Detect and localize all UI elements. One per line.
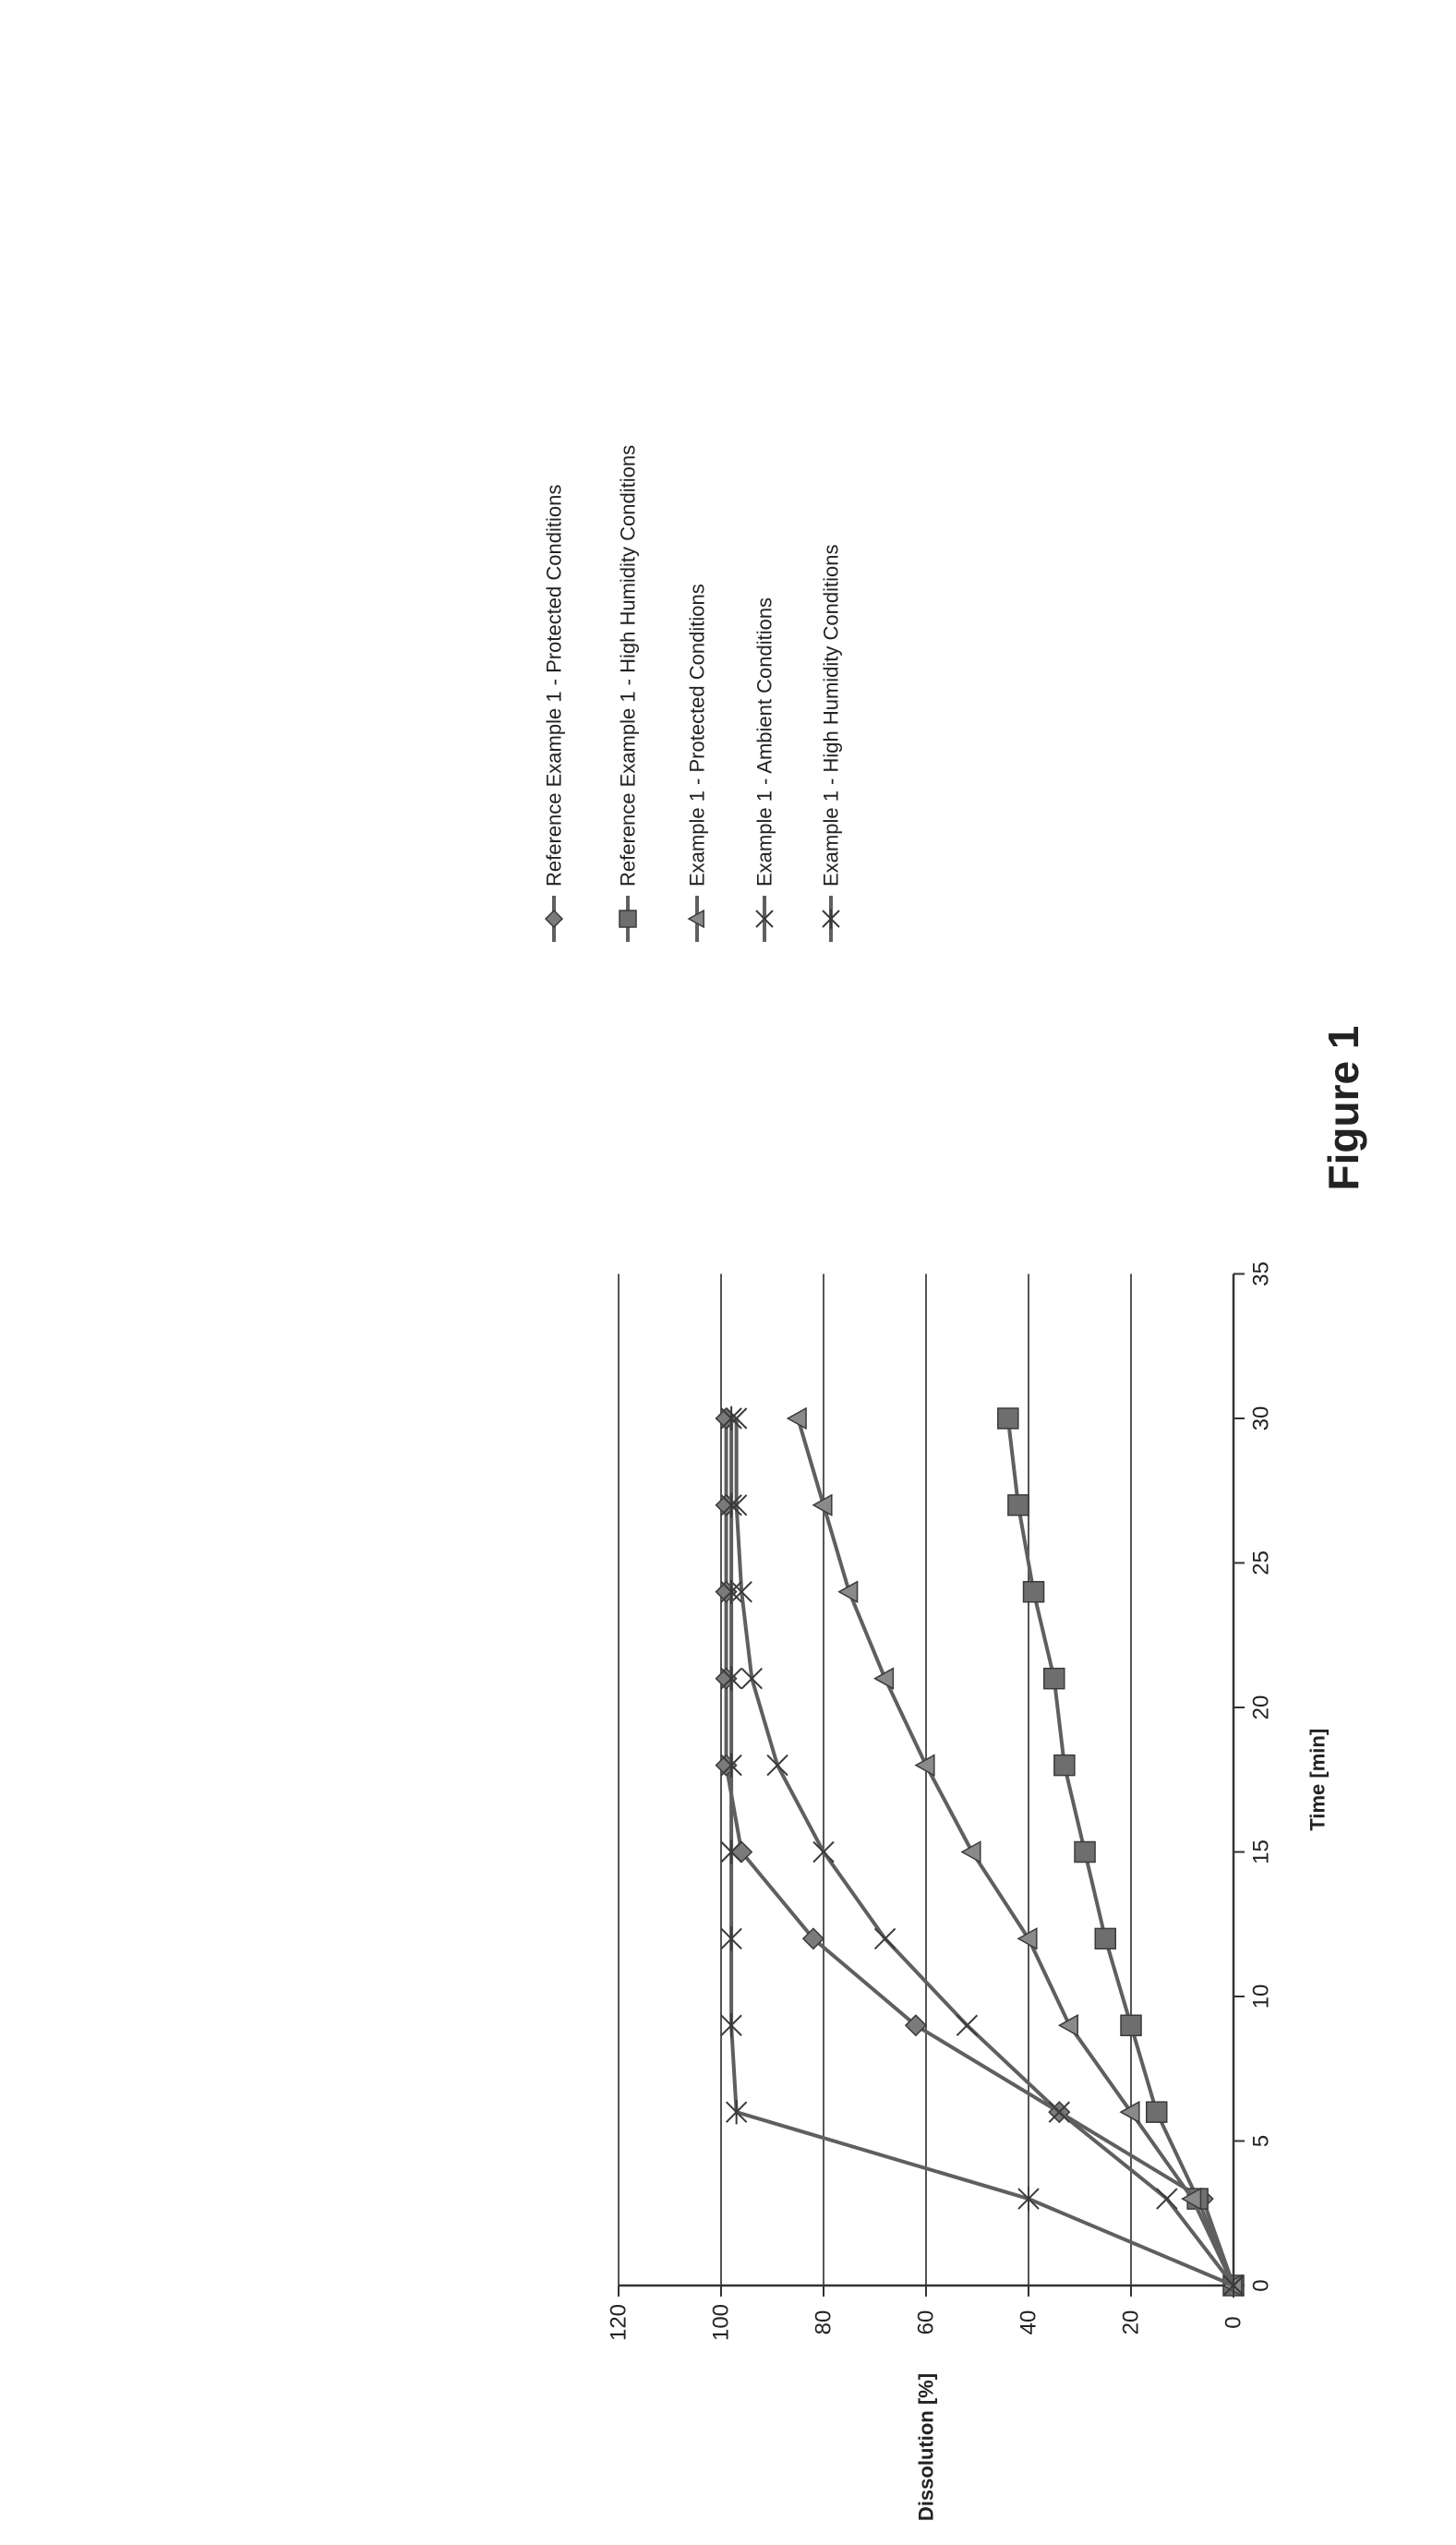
data-point-square [1147, 2102, 1167, 2122]
y-tick-label: 20 [1119, 2310, 1144, 2335]
series-line [1008, 1418, 1233, 2286]
x-tick-label: 15 [1249, 1839, 1274, 1864]
legend-entry: Example 1 - Protected Conditions [686, 584, 709, 942]
data-point-star [721, 2013, 741, 2037]
data-point-square [1121, 2015, 1141, 2035]
data-point-triangle [1121, 2102, 1139, 2122]
legend-label: Example 1 - High Humidity Conditions [820, 545, 843, 887]
data-point-diamond [716, 1669, 737, 1689]
y-tick-label: 60 [914, 2310, 939, 2335]
data-point-x [1157, 2189, 1177, 2209]
series-3 [788, 1408, 1242, 2296]
data-point-triangle [788, 1408, 806, 1429]
data-point-diamond [716, 1408, 737, 1429]
data-point-triangle [916, 1755, 934, 1776]
legend-entry: Example 1 - High Humidity Conditions [820, 545, 843, 943]
data-point-star [727, 2100, 747, 2124]
y-tick-label: 80 [812, 2310, 836, 2335]
legend-entry: Example 1 - Ambient Conditions [753, 597, 776, 942]
series-line [731, 1418, 1233, 2286]
data-point-square [1054, 1755, 1075, 1776]
chart-content: 0 5 10 15 20 25 30 35 0 20 40 60 80 100 120 Time [min] D… [543, 445, 1368, 2521]
legend-entry: Reference Example 1 - Protected Conditio… [543, 485, 566, 942]
x-tick-label: 0 [1249, 2279, 1274, 2291]
data-point-star [823, 909, 839, 929]
x-tick-label: 25 [1249, 1550, 1274, 1575]
data-point-x [957, 2015, 977, 2035]
series-line [737, 1418, 1233, 2286]
legend-entry: Reference Example 1 - High Humidity Cond… [617, 445, 640, 942]
legend-label: Reference Example 1 - High Humidity Cond… [617, 445, 640, 887]
legend-label: Example 1 - Ambient Conditions [753, 597, 776, 887]
y-axis-title: Dissolution [%] [915, 2373, 938, 2521]
x-tick-label: 5 [1249, 2135, 1274, 2147]
x-tick-label: 30 [1249, 1406, 1274, 1431]
data-point-square [1008, 1495, 1029, 1515]
data-point-square [1044, 1669, 1065, 1689]
data-point-square [1024, 1582, 1044, 1602]
x-tick-label: 20 [1249, 1695, 1274, 1720]
data-point-x [875, 1928, 896, 1948]
data-point-star [721, 1926, 741, 1950]
data-point-triangle [962, 1842, 981, 1863]
data-point-x [767, 1755, 788, 1776]
data-point-star [1018, 2187, 1039, 2211]
data-point-square [1095, 1928, 1115, 1948]
data-point-triangle [1059, 2015, 1077, 2035]
data-point-diamond [546, 911, 562, 927]
x-tick-label: 10 [1249, 1984, 1274, 2009]
x-tick-label: 35 [1249, 1261, 1274, 1286]
data-point-square [998, 1408, 1018, 1429]
series-5 [721, 1406, 1244, 2298]
legend-label: Reference Example 1 - Protected Conditio… [543, 485, 566, 887]
y-tick-label: 100 [709, 2304, 734, 2341]
data-point-square [620, 911, 636, 927]
y-tick-label: 40 [1017, 2310, 1041, 2335]
y-tick-label: 0 [1221, 2316, 1246, 2328]
data-point-diamond [716, 1495, 737, 1515]
y-tick-label: 120 [607, 2304, 632, 2341]
legend-label: Example 1 - Protected Conditions [686, 584, 709, 887]
x-axis-title: Time [min] [1306, 1729, 1330, 1831]
data-point-diamond [716, 1755, 737, 1776]
data-point-square [1075, 1842, 1095, 1863]
data-point-triangle [1018, 1928, 1037, 1948]
chart-title: Figure 1 [1319, 1026, 1367, 1191]
series-line [798, 1418, 1233, 2286]
